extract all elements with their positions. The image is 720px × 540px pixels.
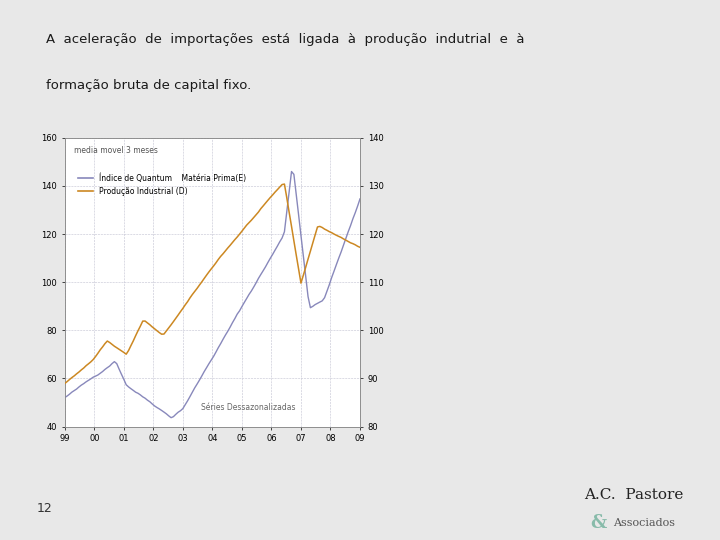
Text: Associados: Associados [613,518,675,528]
Text: formação bruta de capital fixo.: formação bruta de capital fixo. [46,79,251,92]
Text: A.C.  Pastore: A.C. Pastore [585,488,684,502]
Text: &: & [590,514,606,531]
Text: media movel 3 meses: media movel 3 meses [73,146,158,156]
Text: Séries Dessazonalizadas: Séries Dessazonalizadas [201,403,295,412]
Text: A  aceleração  de  importações  está  ligada  à  produção  indutrial  e  à: A aceleração de importações está ligada … [46,32,525,45]
Text: 12: 12 [37,502,53,516]
Legend: Índice de Quantum    Matéria Prima(E), Produção Industrial (D): Índice de Quantum Matéria Prima(E), Prod… [75,171,249,199]
